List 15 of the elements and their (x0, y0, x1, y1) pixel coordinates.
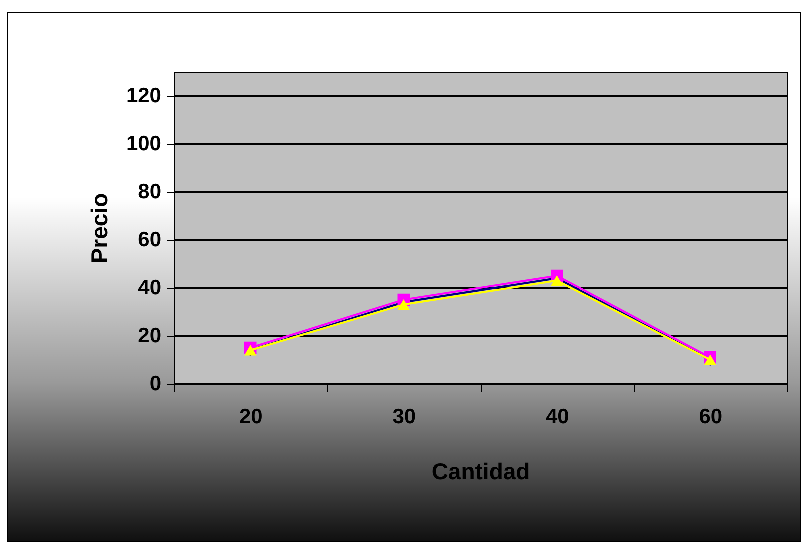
point (551, 275, 564, 286)
y-tick-label: 0 (150, 372, 162, 396)
y-tick-label: 60 (138, 228, 162, 252)
x-tick-label: 30 (392, 406, 416, 428)
y-axis-title: Precio (86, 193, 112, 264)
x-tick-label: 20 (239, 406, 263, 428)
x-tick-label: 60 (699, 406, 723, 428)
x-axis-title: Cantidad (432, 458, 530, 484)
y-tick-label: 120 (126, 84, 162, 108)
y-tick-label: 80 (138, 180, 162, 204)
y-tick-label: 20 (138, 324, 162, 348)
point (398, 299, 410, 310)
y-tick-label: 100 (126, 132, 162, 156)
x-tick-label: 40 (546, 406, 570, 428)
y-tick-label: 40 (138, 276, 162, 300)
